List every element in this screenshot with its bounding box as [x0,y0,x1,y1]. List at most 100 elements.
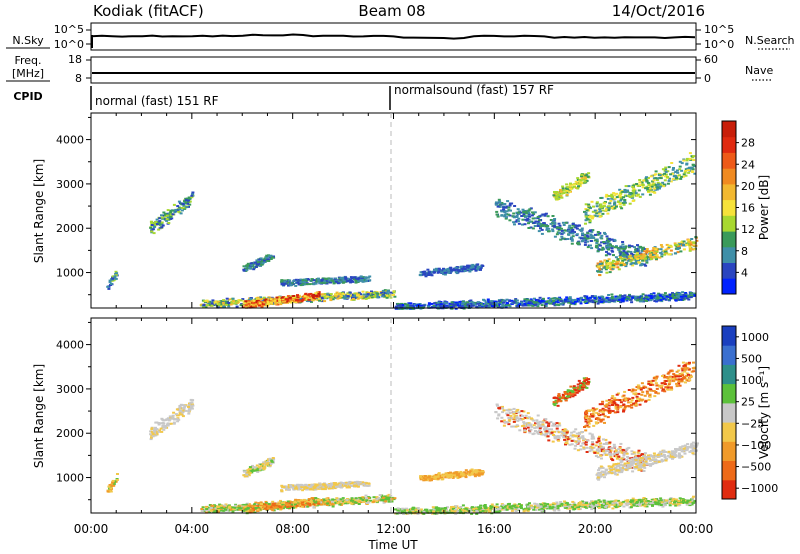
range-gate-cell [250,466,254,469]
range-gate-cell [653,300,657,302]
range-gate-cell [166,216,170,219]
range-gate-cell [579,237,583,240]
range-gate-cell [478,304,481,307]
range-gate-cell [556,226,560,229]
range-gate-cell [286,281,290,284]
range-gate-cell [594,297,598,300]
range-gate-cell [648,187,652,190]
range-gate-cell [637,297,641,300]
range-gate-cell [260,503,263,505]
range-gate-cell [361,290,365,293]
range-gate-cell [562,192,566,194]
range-gate-cell [610,295,614,298]
range-gate-cell [682,159,686,162]
range-gate-cell [664,166,668,169]
range-gate-cell [614,295,618,298]
range-gate-cell [166,423,169,426]
range-gate-cell [656,177,660,180]
range-gate-cell [481,265,485,267]
range-gate-cell [294,498,298,501]
range-gate-cell [645,185,649,188]
range-gate-cell [514,220,518,223]
range-gate-cell [321,277,325,280]
range-gate-cell [689,248,693,251]
range-gate-cell [548,298,552,300]
range-gate-cell [382,496,386,499]
range-gate-cell [634,262,638,265]
range-gate-cell [338,503,342,506]
range-gate-cell [359,497,363,500]
range-gate-cell [496,215,500,218]
range-gate-cell [621,299,624,302]
range-gate-cell [567,229,571,232]
range-gate-cell [580,296,584,299]
range-gate-cell [407,305,411,308]
range-gate-cell [217,301,221,303]
range-gate-cell [603,266,607,269]
range-gate-cell [242,268,246,271]
range-gate-cell [653,187,657,190]
range-gate-cell [630,258,634,261]
range-gate-cell [636,258,640,261]
range-gate-cell [612,260,616,263]
range-gate-cell [628,254,632,257]
range-gate-cell [292,295,296,297]
range-gate-cell [565,193,569,196]
range-gate-cell [323,296,327,299]
range-gate-cell [156,430,160,433]
range-gate-cell [187,410,191,413]
range-gate-cell [467,265,471,268]
range-gate-cell [382,501,386,504]
range-gate-cell [165,418,169,421]
colorbar-swatch [722,121,736,138]
range-gate-cell [570,238,574,241]
range-gate-cell [383,289,387,292]
colorbar-tick-label: 28 [741,137,755,150]
range-gate-cell [577,243,580,246]
range-gate-cell [366,497,370,499]
range-gate-cell [629,260,633,263]
range-gate-cell [556,301,560,304]
range-gate-cell [280,296,284,299]
range-gate-cell [584,219,588,222]
range-gate-cell [201,506,205,509]
range-gate-cell [501,304,505,306]
range-gate-cell [523,223,527,226]
range-gate-cell [658,294,662,297]
range-gate-cell [310,278,314,281]
range-gate-cell [564,229,568,232]
range-gate-cell [202,300,206,303]
range-gate-cell [242,509,246,512]
range-gate-cell [530,214,534,217]
range-gate-cell [573,183,576,186]
range-gate-cell [284,505,288,508]
range-gate-cell [610,238,614,241]
range-gate-cell [617,201,621,203]
range-gate-cell [534,303,538,306]
range-gate-cell [342,279,346,282]
range-gate-cell [422,304,426,307]
range-gate-cell [618,250,622,253]
range-gate-cell [262,468,266,471]
range-gate-cell [676,251,680,254]
range-gate-cell [558,226,562,229]
range-gate-cell [323,498,327,501]
range-gate-cell [600,248,604,251]
range-gate-cell [604,254,608,257]
range-gate-cell [540,304,544,307]
range-gate-cell [597,205,601,208]
range-gate-cell [332,282,336,285]
range-gate-cell [345,280,349,283]
ytick-label: 3000 [56,178,84,191]
range-gate-cell [267,296,271,299]
range-gate-cell [605,250,608,253]
range-gate-cell [111,275,115,278]
range-gate-cell [608,261,612,264]
range-gate-cell [646,176,650,179]
range-gate-cell [375,500,378,503]
range-gate-cell [363,498,367,501]
range-gate-cell [602,300,605,303]
range-gate-cell [225,297,229,300]
range-gate-cell [393,295,397,298]
range-gate-cell [676,171,680,174]
